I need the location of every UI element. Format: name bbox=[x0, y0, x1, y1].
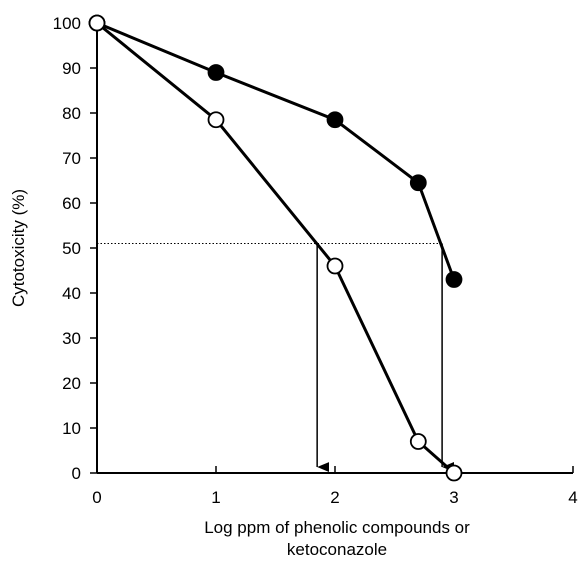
x-tick-label: 3 bbox=[449, 488, 458, 507]
axes bbox=[90, 22, 574, 474]
filled-data-point bbox=[409, 174, 427, 192]
filled-data-point bbox=[326, 111, 344, 129]
axis-labels: 0 10 20 30 40 50 60 70 80 90 100 0 1 2 3 4 Log ppm of ph… bbox=[9, 14, 578, 559]
x-axis-title-line-2: ketoconazole bbox=[287, 540, 387, 559]
y-tick-label: 60 bbox=[62, 194, 81, 213]
y-tick-label: 70 bbox=[62, 149, 81, 168]
data-series bbox=[88, 14, 463, 482]
y-tick-label: 100 bbox=[53, 14, 81, 33]
open-data-point bbox=[445, 464, 463, 482]
open-data-point bbox=[88, 14, 106, 32]
open-data-point bbox=[409, 433, 427, 450]
y-tick-label: 40 bbox=[62, 284, 81, 303]
y-tick-label: 90 bbox=[62, 59, 81, 78]
y-tick-label: 10 bbox=[62, 419, 81, 438]
reference-lines bbox=[97, 243, 455, 472]
x-tick-label: 0 bbox=[92, 488, 101, 507]
open-series-line bbox=[96, 21, 455, 475]
open-data-point bbox=[326, 257, 344, 275]
open-data-point bbox=[207, 111, 225, 129]
y-tick-label: 20 bbox=[62, 374, 81, 393]
y-axis-title: Cytotoxicity (%) bbox=[9, 189, 28, 307]
filled-series-line bbox=[96, 21, 456, 281]
x-tick-label: 4 bbox=[568, 488, 577, 507]
y-tick-label: 30 bbox=[62, 329, 81, 348]
x-tick-label: 2 bbox=[330, 488, 339, 507]
filled-data-point bbox=[445, 271, 463, 288]
y-tick-label: 50 bbox=[62, 239, 81, 258]
x-tick-label: 1 bbox=[211, 488, 220, 507]
y-tick-label: 0 bbox=[72, 464, 81, 483]
y-tick-label: 80 bbox=[62, 104, 81, 123]
filled-data-point bbox=[207, 64, 225, 81]
x-axis-title-line-1: Log ppm of phenolic compounds or bbox=[204, 518, 470, 537]
